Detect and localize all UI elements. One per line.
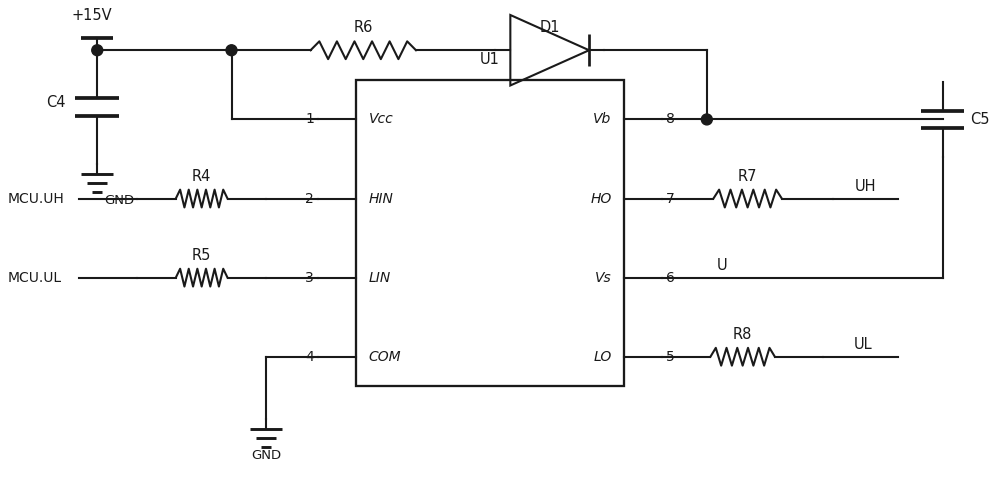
Circle shape (92, 45, 103, 56)
Text: U: U (717, 258, 727, 273)
Text: GND: GND (251, 449, 281, 462)
Text: Vb: Vb (593, 112, 611, 126)
Text: COM: COM (369, 350, 401, 364)
Text: +15V: +15V (72, 7, 113, 23)
Text: 2: 2 (305, 192, 314, 206)
Text: 3: 3 (305, 271, 314, 284)
Text: 4: 4 (305, 350, 314, 364)
Text: C5: C5 (970, 112, 990, 127)
Text: 6: 6 (666, 271, 675, 284)
Text: UL: UL (854, 337, 872, 352)
Text: 1: 1 (305, 112, 314, 126)
Text: HO: HO (590, 192, 611, 206)
Text: LIN: LIN (369, 271, 391, 284)
Text: LO: LO (593, 350, 611, 364)
Text: MCU.UL: MCU.UL (8, 271, 62, 284)
Bar (356, 80, 624, 387)
Text: R4: R4 (192, 169, 211, 184)
Text: GND: GND (104, 194, 134, 207)
Text: C4: C4 (46, 95, 65, 109)
Text: 7: 7 (666, 192, 675, 206)
Text: U1: U1 (480, 52, 500, 67)
Text: 8: 8 (666, 112, 675, 126)
Circle shape (701, 114, 712, 125)
Text: R8: R8 (733, 327, 752, 342)
Text: R6: R6 (354, 20, 373, 35)
Circle shape (226, 45, 237, 56)
Text: R5: R5 (192, 248, 211, 263)
Text: 5: 5 (666, 350, 675, 364)
Text: HIN: HIN (369, 192, 394, 206)
Text: Vcc: Vcc (369, 112, 393, 126)
Text: D1: D1 (539, 20, 560, 35)
Text: MCU.UH: MCU.UH (8, 192, 64, 206)
Text: Vs: Vs (595, 271, 611, 284)
Text: UH: UH (855, 178, 877, 194)
Text: R7: R7 (738, 169, 757, 184)
